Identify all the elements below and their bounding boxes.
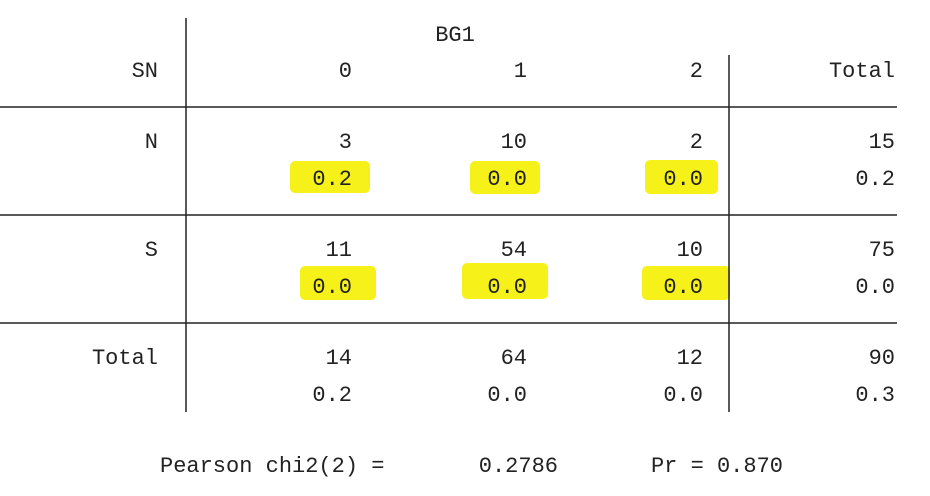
- column-variable: BG1: [435, 23, 475, 48]
- chi2-cell: 0.0: [487, 383, 527, 408]
- chi2-cell: 0.2: [855, 167, 895, 192]
- count-cell: 14: [326, 346, 352, 371]
- count-cell: 90: [869, 346, 895, 371]
- statistic-label: Pearson chi2(2) =: [160, 454, 384, 479]
- chi2-cell: 0.0: [663, 167, 703, 192]
- chi2-cell: 0.0: [663, 275, 703, 300]
- count-cell: 64: [501, 346, 527, 371]
- highlight: [300, 266, 376, 300]
- row-label: Total: [92, 346, 158, 371]
- statistic-value: 0.2786: [479, 454, 558, 479]
- highlight: [470, 161, 540, 194]
- row-label: S: [145, 238, 158, 263]
- column-header: Total: [829, 59, 895, 84]
- count-cell: 2: [690, 130, 703, 155]
- p-value: Pr = 0.870: [651, 454, 783, 479]
- chi2-cell: 0.3: [855, 383, 895, 408]
- row-label: N: [145, 130, 158, 155]
- highlight: [642, 266, 730, 300]
- highlight: [462, 263, 548, 299]
- chi2-cell: 0.2: [312, 383, 352, 408]
- column-header: 0: [339, 59, 352, 84]
- chi2-cell: 0.0: [312, 275, 352, 300]
- count-cell: 3: [339, 130, 352, 155]
- count-cell: 15: [869, 130, 895, 155]
- count-cell: 10: [677, 238, 703, 263]
- chi2-cell: 0.0: [855, 275, 895, 300]
- count-cell: 75: [869, 238, 895, 263]
- chi2-cell: 0.0: [487, 275, 527, 300]
- count-cell: 10: [501, 130, 527, 155]
- column-header: 1: [514, 59, 527, 84]
- column-header: 2: [690, 59, 703, 84]
- count-cell: 54: [501, 238, 527, 263]
- count-cell: 11: [326, 238, 352, 263]
- row-variable: SN: [132, 59, 158, 84]
- chi2-cell: 0.0: [663, 383, 703, 408]
- highlight: [290, 161, 370, 193]
- count-cell: 12: [677, 346, 703, 371]
- chi2-cell: 0.2: [312, 167, 352, 192]
- highlight: [645, 160, 718, 194]
- chi2-cell: 0.0: [487, 167, 527, 192]
